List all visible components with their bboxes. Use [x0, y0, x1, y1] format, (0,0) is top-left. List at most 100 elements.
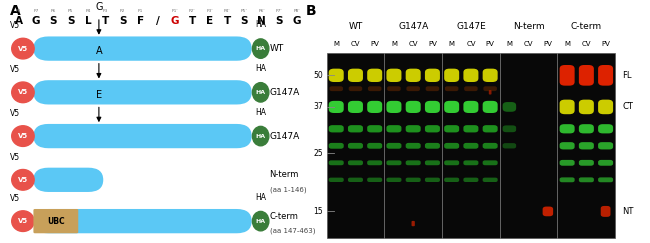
- FancyBboxPatch shape: [579, 142, 594, 149]
- FancyBboxPatch shape: [349, 103, 362, 111]
- Text: CV: CV: [524, 41, 534, 47]
- FancyBboxPatch shape: [484, 103, 497, 111]
- Text: V5: V5: [10, 109, 20, 118]
- FancyBboxPatch shape: [560, 177, 575, 182]
- Text: /: /: [155, 16, 159, 26]
- Text: P2': P2': [189, 9, 196, 12]
- FancyBboxPatch shape: [348, 143, 363, 149]
- FancyBboxPatch shape: [33, 168, 103, 192]
- Text: P1': P1': [172, 9, 178, 12]
- Text: HA: HA: [255, 20, 266, 29]
- FancyBboxPatch shape: [425, 125, 440, 132]
- FancyBboxPatch shape: [444, 69, 459, 82]
- FancyBboxPatch shape: [426, 103, 439, 111]
- Text: G: G: [292, 16, 301, 26]
- Text: N-term: N-term: [513, 22, 545, 31]
- Text: CV: CV: [466, 41, 476, 47]
- FancyBboxPatch shape: [329, 178, 344, 182]
- Text: P8': P8': [293, 9, 300, 12]
- Text: 50: 50: [313, 71, 323, 80]
- Text: P6: P6: [51, 9, 56, 12]
- FancyBboxPatch shape: [406, 160, 421, 165]
- FancyBboxPatch shape: [579, 124, 594, 133]
- Text: WT: WT: [270, 44, 284, 53]
- FancyBboxPatch shape: [406, 178, 421, 182]
- Text: 37: 37: [313, 102, 323, 112]
- FancyBboxPatch shape: [367, 160, 382, 165]
- FancyBboxPatch shape: [560, 124, 575, 133]
- Text: C-term: C-term: [270, 212, 298, 221]
- Text: (aa 147-463): (aa 147-463): [270, 228, 315, 234]
- FancyBboxPatch shape: [444, 143, 459, 149]
- Text: A: A: [14, 16, 23, 26]
- Text: T: T: [102, 16, 109, 26]
- Text: FL: FL: [622, 71, 632, 80]
- Text: HA: HA: [255, 90, 266, 95]
- FancyBboxPatch shape: [444, 178, 459, 182]
- FancyBboxPatch shape: [463, 143, 478, 149]
- FancyBboxPatch shape: [483, 178, 498, 182]
- FancyBboxPatch shape: [326, 53, 615, 238]
- Text: V5: V5: [18, 218, 28, 224]
- FancyBboxPatch shape: [348, 178, 363, 182]
- Text: T: T: [188, 16, 196, 26]
- Text: V5: V5: [10, 21, 20, 30]
- Text: T: T: [224, 16, 231, 26]
- Text: WT: WT: [348, 22, 363, 31]
- FancyBboxPatch shape: [598, 160, 613, 166]
- FancyBboxPatch shape: [579, 100, 594, 114]
- FancyBboxPatch shape: [463, 101, 478, 113]
- FancyBboxPatch shape: [367, 101, 382, 113]
- Text: P4: P4: [85, 9, 90, 12]
- Text: S: S: [276, 16, 283, 26]
- Text: CV: CV: [582, 41, 591, 47]
- FancyBboxPatch shape: [329, 160, 344, 165]
- FancyBboxPatch shape: [464, 86, 478, 91]
- FancyBboxPatch shape: [348, 125, 363, 132]
- FancyBboxPatch shape: [445, 103, 458, 111]
- FancyBboxPatch shape: [387, 178, 402, 182]
- FancyBboxPatch shape: [33, 124, 252, 148]
- Text: HA: HA: [255, 46, 266, 51]
- FancyBboxPatch shape: [599, 102, 612, 112]
- Text: HA: HA: [255, 134, 266, 139]
- Text: P5: P5: [68, 9, 73, 12]
- Text: PV: PV: [428, 41, 437, 47]
- Text: P7': P7': [276, 9, 283, 12]
- FancyBboxPatch shape: [425, 143, 440, 149]
- Text: G147A: G147A: [270, 131, 300, 141]
- FancyBboxPatch shape: [329, 101, 344, 113]
- Text: G: G: [32, 16, 40, 26]
- FancyBboxPatch shape: [601, 206, 610, 217]
- Text: CV: CV: [351, 41, 360, 47]
- FancyBboxPatch shape: [348, 101, 363, 113]
- FancyBboxPatch shape: [387, 86, 400, 91]
- Text: A: A: [96, 46, 102, 56]
- FancyBboxPatch shape: [502, 143, 516, 148]
- FancyBboxPatch shape: [369, 103, 381, 111]
- Text: G: G: [95, 2, 103, 12]
- FancyBboxPatch shape: [406, 143, 421, 149]
- FancyBboxPatch shape: [561, 102, 573, 112]
- Text: HA: HA: [255, 219, 266, 224]
- FancyBboxPatch shape: [463, 160, 478, 165]
- Text: E: E: [206, 16, 213, 26]
- FancyBboxPatch shape: [463, 69, 478, 82]
- Text: V5: V5: [10, 153, 20, 162]
- FancyBboxPatch shape: [543, 207, 553, 216]
- FancyBboxPatch shape: [330, 103, 343, 111]
- Text: PV: PV: [370, 41, 379, 47]
- FancyBboxPatch shape: [560, 160, 575, 166]
- FancyBboxPatch shape: [598, 100, 613, 114]
- Text: 25: 25: [313, 148, 323, 158]
- FancyBboxPatch shape: [579, 160, 594, 166]
- FancyBboxPatch shape: [329, 143, 344, 149]
- FancyBboxPatch shape: [329, 69, 344, 82]
- Ellipse shape: [252, 39, 269, 58]
- FancyBboxPatch shape: [598, 124, 613, 133]
- FancyBboxPatch shape: [580, 102, 593, 112]
- FancyBboxPatch shape: [33, 209, 78, 233]
- Ellipse shape: [12, 170, 34, 190]
- FancyBboxPatch shape: [33, 80, 252, 104]
- FancyBboxPatch shape: [367, 125, 382, 132]
